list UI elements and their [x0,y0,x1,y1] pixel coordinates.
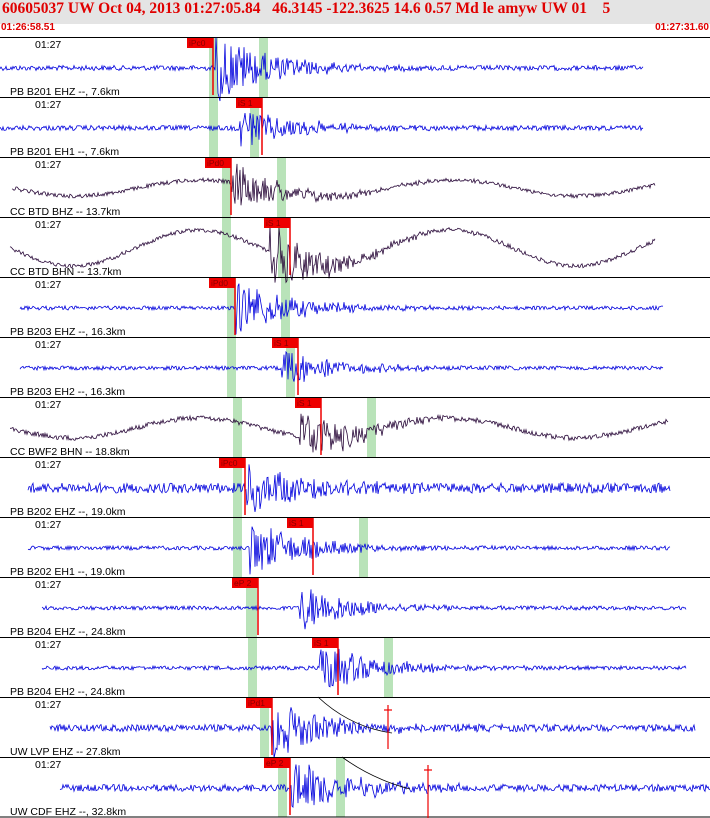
waveform-trace [27,526,671,575]
station-label: UW LVP EHZ -- 27.8km [10,746,121,758]
trace-row[interactable]: 01:27 PB B204 EHZ --, 24.8km eP 2 [0,577,710,639]
station-label: PB B201 EHZ --, 7.6km [10,86,120,98]
phase-pick-label: iS 1 [266,218,281,228]
trace-time-label: 01:27 [35,159,61,171]
phase-pick-label: eP 2 [266,758,284,768]
waveform-trace [0,37,644,102]
trace-time-label: 01:27 [35,459,61,471]
station-label: PB B203 EHZ --, 16.3km [10,326,126,338]
trace-row[interactable]: 01:27 PB B203 EH2 --, 16.3km iS 1 [0,337,710,399]
waveform-trace [11,163,656,206]
station-label: PB B202 EH1 --, 19.0km [10,566,125,578]
trace-row[interactable]: 01:27 PB B202 EHZ --, 19.0km iPc0 [0,457,710,519]
s-window-shade [286,337,295,397]
trace-time-label: 01:27 [35,399,61,411]
trace-time-label: 01:27 [35,579,61,591]
window-start-time: 01:26:58.51 [1,22,55,33]
phase-pick-box[interactable] [312,638,338,648]
station-label: CC BWF2 BHN -- 18.8km [10,446,130,458]
trace-time-label: 01:27 [35,219,61,231]
s-window-shade [336,757,345,817]
phase-pick-label: iPd1 [248,698,265,708]
phase-pick-label: iS 1 [289,518,304,528]
phase-pick-box[interactable] [219,458,245,468]
station-label: PB B201 EH1 --, 7.6km [10,146,119,158]
trace-time-label: 01:27 [35,99,61,111]
trace-row[interactable]: 01:27 CC BTD BHZ -- 13.7km iPd0 [0,157,710,219]
trace-time-label: 01:27 [35,339,61,351]
phase-pick-box[interactable] [246,698,272,708]
waveform-trace [41,648,687,688]
trace-row[interactable]: 01:27 PB B202 EH1 --, 19.0km iS 1 [0,517,710,579]
trace-row[interactable]: 01:27 PB B203 EHZ --, 16.3km iPd0 [0,277,710,339]
phase-pick-label: iPd0 [207,158,224,168]
phase-pick-box[interactable] [236,98,262,108]
p-window-shade [248,637,257,697]
station-label: PB B204 EHZ --, 24.8km [10,626,126,638]
s-window-shade [277,157,286,217]
trace-time-label: 01:27 [35,279,61,291]
phase-pick-box[interactable] [295,398,321,408]
travel-time-curve [317,696,393,734]
phase-pick-label: iS 1 [314,638,329,648]
waveform-trace [59,764,710,809]
waveform-trace [19,350,664,382]
trace-time-label: 01:27 [35,639,61,651]
phase-pick-label: iPc0 [189,38,206,48]
trace-row[interactable]: 01:27 UW LVP EHZ -- 27.8km iPd1 [0,697,710,759]
trace-row[interactable]: 01:27 CC BTD BHN -- 13.7km iS 1 [0,217,710,284]
p-window-shade [222,217,231,277]
station-label: PB B204 EH2 --, 24.8km [10,686,125,698]
station-label: CC BTD BHN -- 13.7km [10,266,122,278]
travel-time-curve [341,756,411,790]
phase-shade-layer [209,37,393,817]
phase-pick-label: iPc0 [221,458,238,468]
station-label: UW CDF EHZ --, 32.8km [10,806,126,818]
trace-row[interactable]: 01:27 PB B204 EH2 --, 24.8km iS 1 [0,637,710,699]
waveform-trace [9,225,656,284]
waveform-trace [49,707,696,759]
window-end-time: 01:27:31.60 [655,22,709,33]
station-label: PB B202 EHZ --, 19.0km [10,506,126,518]
phase-pick-box[interactable] [187,38,213,48]
s-window-shade [246,577,255,637]
waveform-trace [19,283,664,335]
trace-time-label: 01:27 [35,519,61,531]
phase-pick-label: eP 2 [234,578,252,588]
p-window-shade [209,97,218,157]
trace-time-label: 01:27 [35,759,61,771]
trace-row[interactable]: 01:27 PB B201 EH1 --, 7.6km iS 1 [0,97,710,159]
phase-pick-box[interactable] [232,578,258,588]
p-window-shade [233,517,242,577]
phase-pick-label: iS 1 [297,398,312,408]
trace-time-label: 01:27 [35,39,61,51]
phase-pick-label: iS 1 [274,338,289,348]
phase-pick-box[interactable] [209,278,235,288]
phase-pick-box[interactable] [264,218,290,228]
station-label: PB B203 EH2 --, 16.3km [10,386,125,398]
p-window-shade [222,157,231,217]
trace-row[interactable]: 01:27 CC BWF2 BHN -- 18.8km iS 1 [0,397,710,459]
event-header-bar: 60605037 UW Oct 04, 2013 01:27:05.84 46.… [0,0,710,24]
phase-pick-box[interactable] [264,758,290,768]
phase-pick-box[interactable] [272,338,298,348]
p-window-shade [233,397,242,457]
phase-pick-box[interactable] [287,518,313,528]
s-window-shade [278,217,287,277]
waveform-trace [41,589,687,630]
waveform-trace [0,113,644,147]
phase-pick-box[interactable] [205,158,231,168]
event-title: 60605037 UW Oct 04, 2013 01:27:05.84 46.… [2,0,611,17]
phase-pick-label: iPd0 [211,278,228,288]
trace-row[interactable]: 01:27 PB B201 EHZ --, 7.6km iPc0 [0,37,710,102]
waveform-trace [10,413,669,453]
waveform-trace [27,464,671,512]
phase-pick-label: iS 1 [238,98,253,108]
s-window-shade [367,397,376,457]
trace-row[interactable]: 01:27 UW CDF EHZ --, 32.8km eP 2 [0,757,710,818]
trace-time-label: 01:27 [35,699,61,711]
station-label: CC BTD BHZ -- 13.7km [10,206,121,218]
